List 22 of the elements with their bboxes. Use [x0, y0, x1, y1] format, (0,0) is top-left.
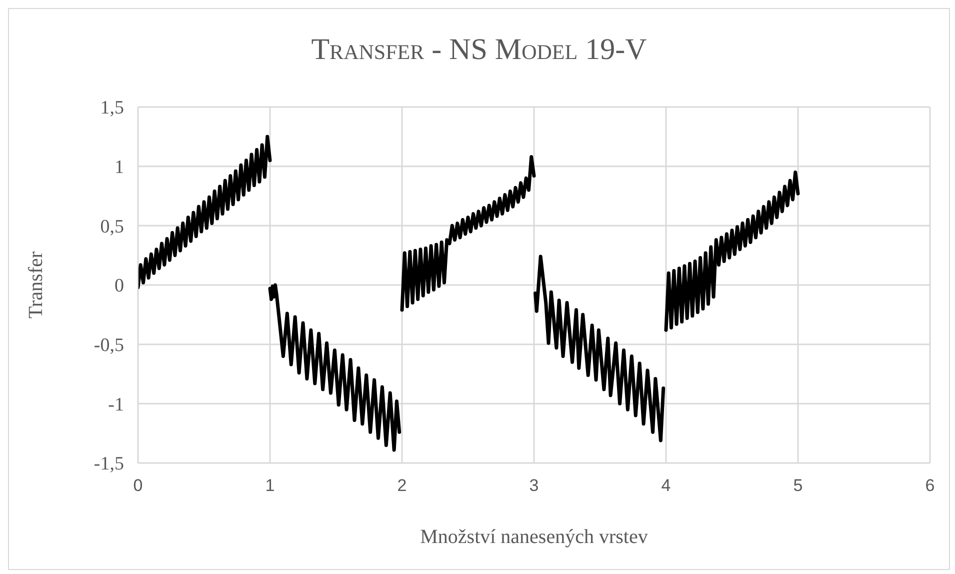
y-tick-label: 0,5	[100, 216, 124, 238]
line-series	[400, 155, 536, 312]
x-tick-label: 1	[265, 476, 275, 496]
x-tick-label: 0	[133, 476, 143, 496]
line-series	[268, 283, 402, 452]
line-series	[534, 254, 666, 442]
y-tick-label: 1	[114, 157, 124, 178]
y-tick-label: -0,5	[94, 335, 124, 356]
line-series	[138, 134, 272, 290]
y-tick-label: 1,5	[100, 98, 124, 119]
x-tick-label: 3	[529, 476, 539, 496]
y-tick-label: -1	[108, 394, 124, 416]
y-tick-label: 0	[114, 276, 124, 297]
x-tick-label: 4	[661, 476, 671, 496]
chart-title: Transfer - NS Model 19-V	[310, 33, 648, 67]
y-tick-label: -1,5	[94, 454, 124, 475]
x-axis-title: Množství nanesených vrstev	[420, 526, 648, 548]
x-tick-label: 5	[793, 476, 803, 496]
x-tick-label: 2	[397, 476, 407, 496]
x-tick-label: 6	[925, 476, 935, 496]
y-axis-title: Transfer	[25, 251, 48, 319]
line-series	[664, 170, 800, 332]
